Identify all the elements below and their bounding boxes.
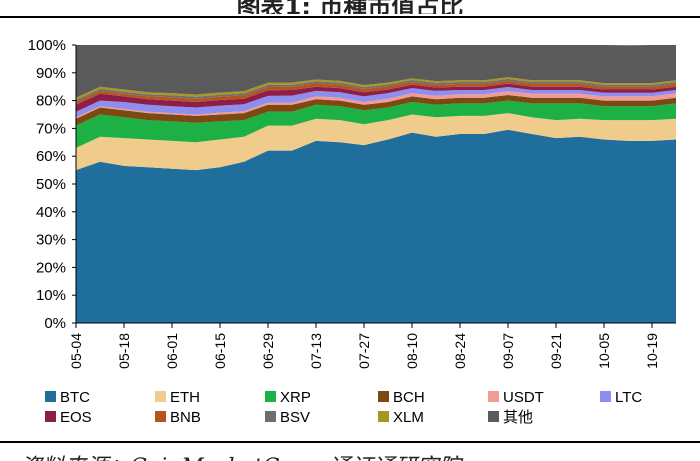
- series-area-LTC: [76, 87, 676, 118]
- legend-swatch-ETH: [155, 391, 166, 402]
- y-tick-label: 30%: [36, 232, 66, 249]
- series-area-其他: [76, 45, 676, 98]
- series-area-XLM: [76, 77, 676, 100]
- series-area-BCH: [76, 95, 676, 126]
- series-area-BTC: [76, 129, 676, 323]
- series-area-EOS: [76, 83, 676, 112]
- y-tick-label: 20%: [36, 259, 66, 276]
- series-area-ETH: [76, 113, 676, 171]
- plot-area: [76, 45, 676, 323]
- x-tick-label: 08-10: [404, 333, 420, 369]
- x-tick-label: 06-15: [212, 333, 228, 369]
- series-area-BNB: [76, 80, 676, 105]
- legend-swatch-BCH: [378, 391, 389, 402]
- legend-swatch-XLM: [378, 411, 389, 422]
- legend-label-BTC: BTC: [60, 389, 90, 406]
- y-tick-label: 100%: [28, 37, 66, 54]
- x-tick-label: 06-29: [260, 333, 276, 369]
- bottom-rule: [0, 441, 700, 443]
- x-tick-label: 10-19: [644, 333, 660, 369]
- legend-label-USDT: USDT: [503, 389, 544, 406]
- legend-swatch-XRP: [265, 391, 276, 402]
- legend-swatch-BTC: [45, 391, 56, 402]
- x-tick-label: 09-07: [500, 333, 516, 369]
- y-tick-label: 60%: [36, 148, 66, 165]
- x-axis: 05-04 05-18 06-01 06-15 06-29 07-13 07-27 08-10…: [68, 322, 676, 369]
- series-area-BSV: [76, 78, 676, 102]
- y-tick-label: 70%: [36, 120, 66, 137]
- legend-label-BNB: BNB: [170, 409, 201, 426]
- legend-swatch-BNB: [155, 411, 166, 422]
- legend-label-EOS: EOS: [60, 409, 92, 426]
- legend-swatch-其他: [488, 411, 499, 422]
- source-note: 资料来源：CoinMarketCap，通证通研究院: [0, 446, 700, 461]
- x-tick-label: 08-24: [452, 333, 468, 369]
- y-tick-label: 80%: [36, 93, 66, 110]
- y-tick-label: 50%: [36, 176, 66, 193]
- legend-swatch-EOS: [45, 411, 56, 422]
- x-tick-label: 06-01: [164, 333, 180, 369]
- x-tick-label: 10-05: [596, 333, 612, 369]
- x-tick-label: 05-04: [68, 333, 84, 369]
- x-tick-label: 07-27: [356, 333, 372, 369]
- y-tick-label: 90%: [36, 65, 66, 82]
- legend-label-LTC: LTC: [615, 389, 642, 406]
- y-tick-label: 0%: [44, 315, 66, 332]
- stacked-area-chart: 0%10%20%30%40%50%60%70%80%90%100% 05-04 0…: [28, 37, 676, 426]
- legend-label-XRP: XRP: [280, 389, 311, 406]
- legend-label-BSV: BSV: [280, 409, 310, 426]
- y-axis: 0% 10% 20% 30% 40% 50% 60% 70% 80% 90% 100%: [28, 37, 77, 332]
- legend-label-XLM: XLM: [393, 409, 424, 426]
- y-tick-label: 10%: [36, 287, 66, 304]
- source-text: 资料来源：CoinMarketCap，通证通研究院: [20, 449, 461, 461]
- legend-swatch-USDT: [488, 391, 499, 402]
- chart-title-text: 图表1: 币種市值占比: [236, 0, 464, 14]
- legend: BTC ETH XRP BCH USDT LTC EOS BNB BSV XLM 其他: [45, 389, 642, 426]
- y-tick-label: 40%: [36, 204, 66, 221]
- top-rule: [0, 16, 700, 18]
- x-tick-label: 05-18: [116, 333, 132, 369]
- legend-swatch-LTC: [600, 391, 611, 402]
- series-area-XRP: [76, 100, 676, 148]
- legend-label-ETH: ETH: [170, 389, 200, 406]
- chart-title: 图表1: 币種市值占比: [0, 0, 700, 14]
- x-tick-label: 07-13: [308, 333, 324, 369]
- legend-swatch-BSV: [265, 411, 276, 422]
- x-tick-label: 09-21: [548, 333, 564, 369]
- legend-label-其他: 其他: [503, 409, 533, 426]
- legend-label-BCH: BCH: [393, 389, 425, 406]
